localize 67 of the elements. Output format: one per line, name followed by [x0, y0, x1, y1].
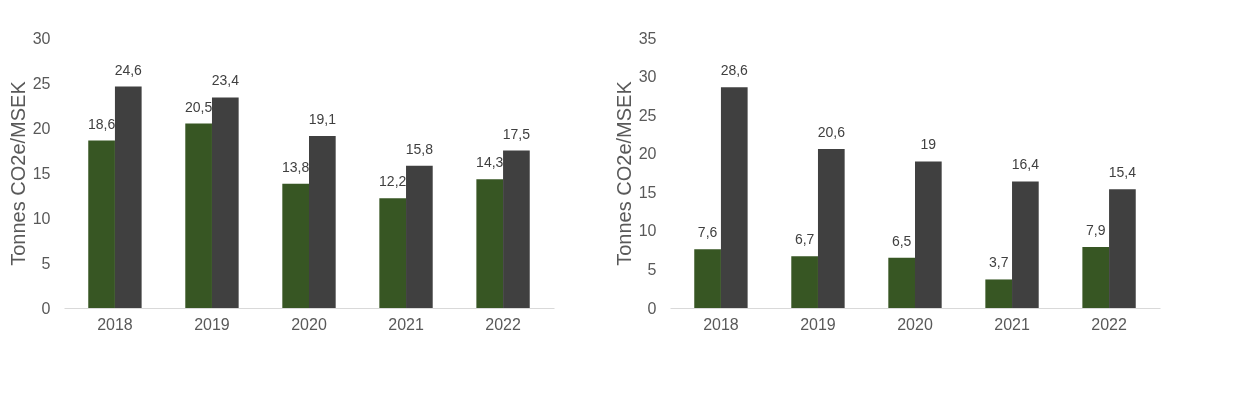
bar — [1012, 181, 1039, 308]
bar — [406, 165, 433, 308]
bar — [915, 161, 942, 308]
y-tick-label: 25 — [32, 74, 51, 92]
bar — [88, 140, 115, 308]
data-label: 18,6 — [87, 115, 116, 132]
data-label: 16,4 — [1011, 156, 1040, 173]
bar — [888, 257, 915, 308]
bar — [282, 183, 309, 308]
data-label: 7,9 — [1085, 222, 1106, 239]
bar — [720, 87, 748, 308]
x-tick-label: 2019 — [800, 315, 836, 333]
bar — [211, 97, 239, 308]
x-tick-label: 2018 — [97, 315, 133, 333]
data-label: 12,2 — [379, 173, 407, 190]
y-tick-label: 10 — [638, 222, 657, 240]
data-label: 19,1 — [308, 111, 337, 128]
bar — [476, 179, 504, 308]
bar — [185, 123, 212, 308]
bar — [694, 249, 721, 308]
y-tick-label: 0 — [647, 299, 657, 317]
y-tick-label: 0 — [41, 299, 51, 317]
data-label: 3,7 — [988, 254, 1009, 271]
bar — [379, 198, 407, 308]
data-label: 20,5 — [185, 98, 213, 115]
data-label: 7,6 — [697, 224, 718, 241]
y-tick-label: 15 — [638, 183, 657, 201]
data-label: 6,5 — [891, 232, 912, 249]
data-label: 28,6 — [720, 62, 749, 79]
data-label: 15,8 — [405, 140, 434, 157]
data-label: 14,3 — [476, 154, 504, 171]
bar — [1082, 247, 1110, 308]
data-label: 20,6 — [817, 124, 846, 141]
x-tick-label: 2021 — [994, 315, 1030, 333]
y-tick-label: 20 — [32, 119, 51, 137]
y-tick-label: 5 — [647, 260, 657, 278]
y-tick-label: 10 — [32, 209, 51, 227]
y-tick-label: 5 — [41, 254, 51, 272]
bar — [1109, 189, 1136, 308]
y-tick-label: 25 — [638, 106, 657, 124]
bar — [985, 279, 1013, 308]
y-tick-label: 30 — [638, 68, 657, 86]
x-tick-label: 2020 — [291, 315, 327, 333]
data-label: 19 — [920, 136, 937, 153]
bar — [817, 149, 845, 308]
y-tick-label: 15 — [32, 164, 51, 182]
data-label: 24,6 — [114, 61, 143, 78]
x-tick-label: 2022 — [1091, 315, 1127, 333]
bar — [309, 136, 336, 308]
y-axis-title: Tonnes CO2e/MSEK — [6, 80, 29, 266]
data-label: 13,8 — [282, 158, 310, 175]
bar — [114, 86, 142, 308]
x-tick-label: 2018 — [703, 315, 739, 333]
x-tick-label: 2020 — [897, 315, 933, 333]
bar — [791, 256, 818, 308]
bar — [503, 150, 530, 308]
y-tick-label: 30 — [32, 29, 51, 47]
data-label: 23,4 — [211, 72, 240, 89]
y-axis-title: Tonnes CO2e/MSEK — [612, 80, 635, 266]
data-label: 17,5 — [502, 125, 531, 142]
x-tick-label: 2019 — [194, 315, 230, 333]
x-tick-label: 2022 — [485, 315, 521, 333]
y-tick-label: 35 — [638, 29, 657, 47]
data-label: 15,4 — [1108, 164, 1137, 181]
x-tick-label: 2021 — [388, 315, 424, 333]
y-tick-label: 20 — [638, 145, 657, 163]
data-label: 6,7 — [794, 231, 815, 248]
